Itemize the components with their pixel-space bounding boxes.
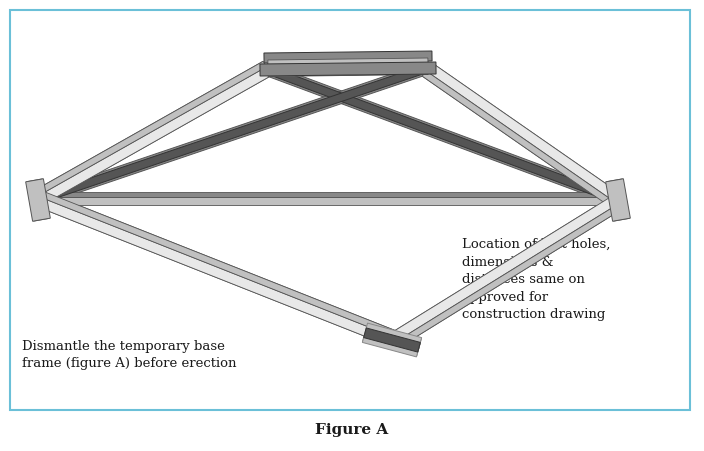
Text: Location of bolt holes,
dimensions &
distances same on
approved for
construction: Location of bolt holes, dimensions & dis… bbox=[462, 238, 610, 321]
Polygon shape bbox=[36, 197, 394, 346]
Polygon shape bbox=[33, 61, 266, 197]
Polygon shape bbox=[426, 63, 622, 203]
Polygon shape bbox=[363, 323, 422, 357]
Polygon shape bbox=[25, 179, 51, 221]
Polygon shape bbox=[363, 324, 422, 356]
Polygon shape bbox=[38, 197, 618, 205]
Polygon shape bbox=[37, 67, 271, 206]
Polygon shape bbox=[268, 65, 428, 76]
Polygon shape bbox=[389, 194, 620, 343]
Polygon shape bbox=[389, 194, 620, 343]
Polygon shape bbox=[268, 58, 428, 66]
Polygon shape bbox=[38, 192, 618, 197]
Polygon shape bbox=[264, 51, 432, 63]
Polygon shape bbox=[268, 64, 428, 77]
Polygon shape bbox=[426, 63, 622, 203]
Polygon shape bbox=[394, 203, 623, 349]
Polygon shape bbox=[37, 67, 271, 206]
Polygon shape bbox=[39, 191, 396, 337]
Polygon shape bbox=[268, 59, 428, 67]
Text: Dismantle the temporary base
frame (figure A) before erection: Dismantle the temporary base frame (figu… bbox=[22, 340, 237, 371]
Polygon shape bbox=[422, 71, 616, 208]
Polygon shape bbox=[266, 64, 620, 206]
Polygon shape bbox=[605, 179, 630, 221]
Polygon shape bbox=[39, 191, 396, 337]
FancyBboxPatch shape bbox=[10, 10, 690, 410]
Polygon shape bbox=[364, 329, 420, 351]
Polygon shape bbox=[36, 62, 430, 206]
Polygon shape bbox=[422, 71, 616, 208]
Polygon shape bbox=[267, 66, 620, 204]
Polygon shape bbox=[36, 197, 394, 346]
Text: Figure A: Figure A bbox=[315, 423, 389, 437]
Polygon shape bbox=[27, 179, 49, 221]
Polygon shape bbox=[37, 64, 429, 204]
Polygon shape bbox=[364, 328, 420, 352]
Polygon shape bbox=[33, 61, 266, 197]
Polygon shape bbox=[607, 179, 629, 221]
Polygon shape bbox=[260, 62, 436, 76]
Polygon shape bbox=[394, 203, 623, 349]
